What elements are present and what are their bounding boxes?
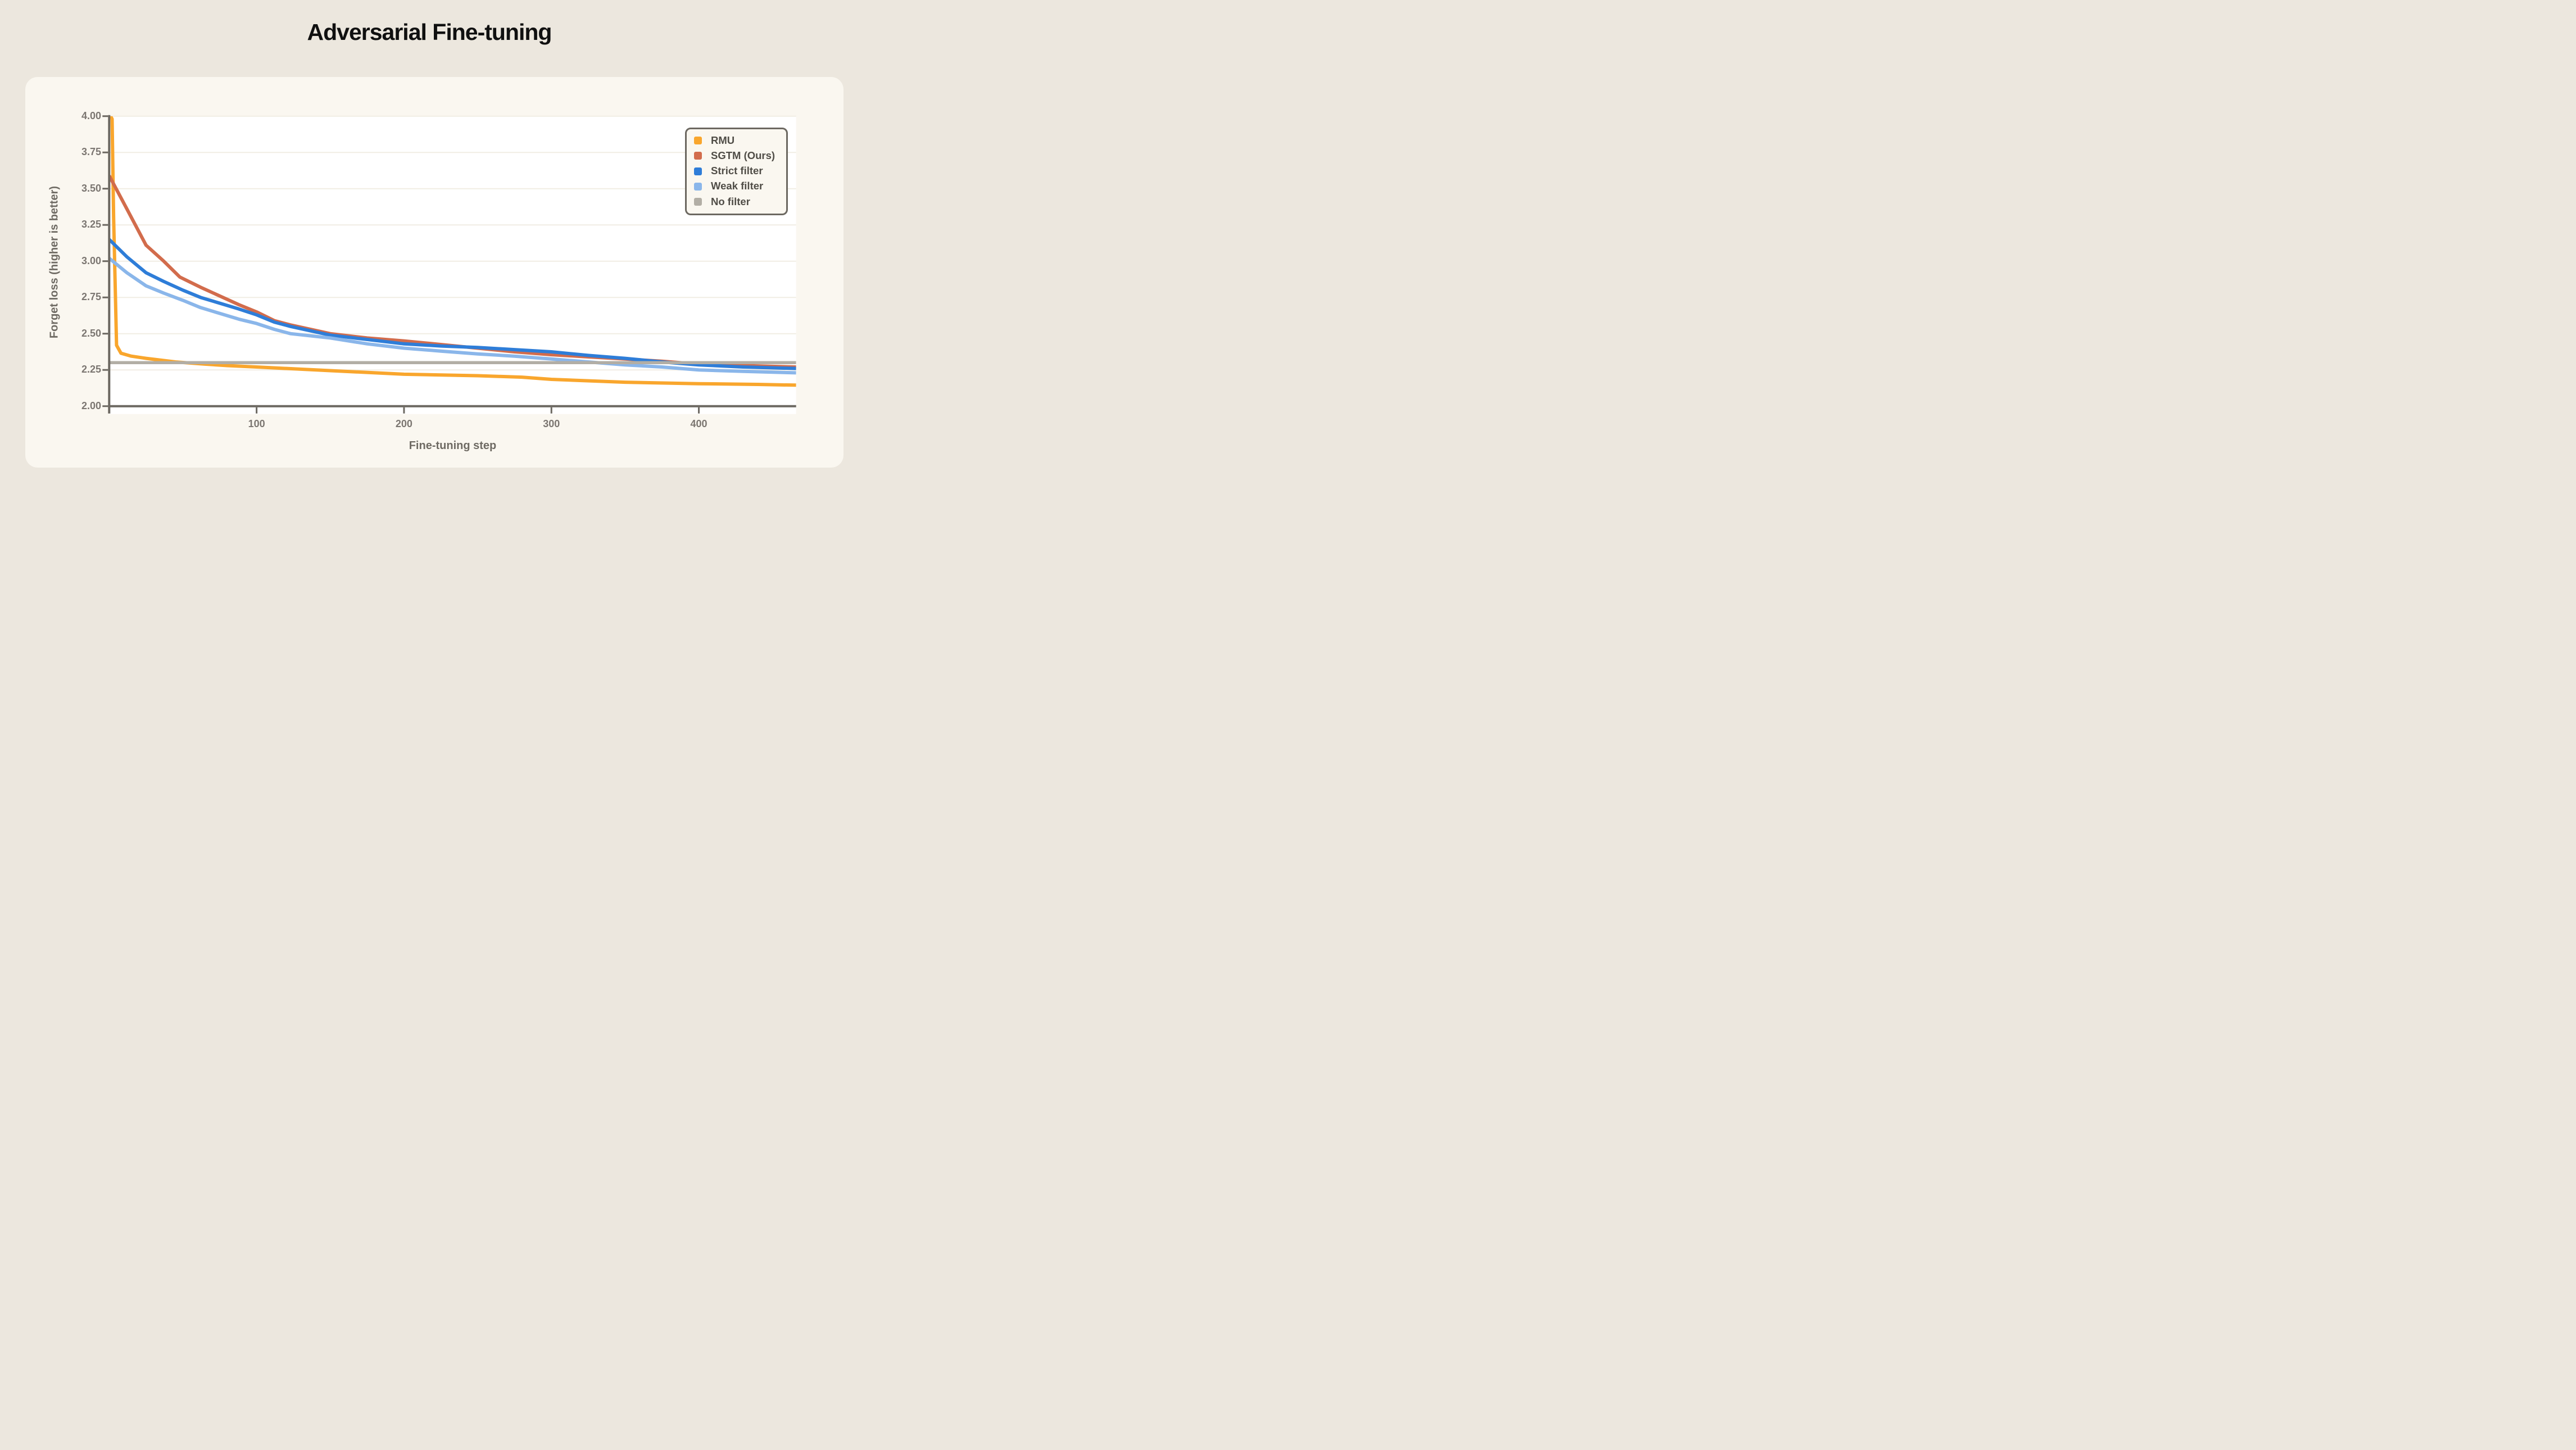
legend-label: RMU: [711, 134, 735, 146]
legend: RMU SGTM (Ours) Strict filter Weak filter No…: [685, 128, 788, 215]
y-axis-title: Forget loss (higher is better): [48, 185, 61, 339]
chart-title: Adversarial Fine-tuning: [307, 19, 552, 45]
legend-swatch-icon: [694, 167, 702, 175]
x-tick-label: 300: [543, 418, 560, 429]
legend-item: Weak filter: [694, 181, 778, 192]
y-tick-label: 3.50: [81, 182, 101, 194]
legend-label: Strict filter: [711, 165, 763, 177]
legend-swatch-icon: [694, 182, 702, 191]
y-tick-label: 2.75: [81, 291, 101, 303]
legend-item: No filter: [694, 195, 778, 207]
legend-item: RMU: [694, 135, 778, 146]
legend-label: Weak filter: [711, 180, 764, 192]
page-root: Adversarial Fine-tuning 100 200 300 400 4.0…: [0, 0, 859, 483]
legend-label: SGTM (Ours): [711, 149, 775, 162]
legend-swatch-icon: [694, 152, 702, 160]
series-line-strict-filter: [109, 238, 796, 370]
plot-svg: [102, 115, 796, 414]
x-tick-label: 400: [690, 418, 708, 429]
legend-item: Strict filter: [694, 166, 778, 176]
y-tick-label: 3.75: [81, 146, 101, 158]
legend-label: No filter: [711, 195, 750, 207]
x-tick-label: 200: [395, 418, 412, 429]
x-axis-title: Fine-tuning step: [409, 439, 497, 452]
legend-swatch-icon: [694, 137, 702, 145]
series-line-rmu: [109, 116, 796, 387]
y-tick-label: 4.00: [81, 110, 101, 121]
legend-item: SGTM (Ours): [694, 151, 778, 161]
x-tick-label: 100: [248, 418, 265, 429]
legend-swatch-icon: [694, 197, 702, 206]
series-line-weak-filter: [109, 257, 796, 375]
y-tick-label: 2.50: [81, 327, 101, 339]
y-tick-label: 3.00: [81, 255, 101, 266]
y-tick-label: 2.25: [81, 364, 101, 375]
y-tick-label: 2.00: [81, 400, 101, 411]
y-tick-label: 3.25: [81, 219, 101, 230]
